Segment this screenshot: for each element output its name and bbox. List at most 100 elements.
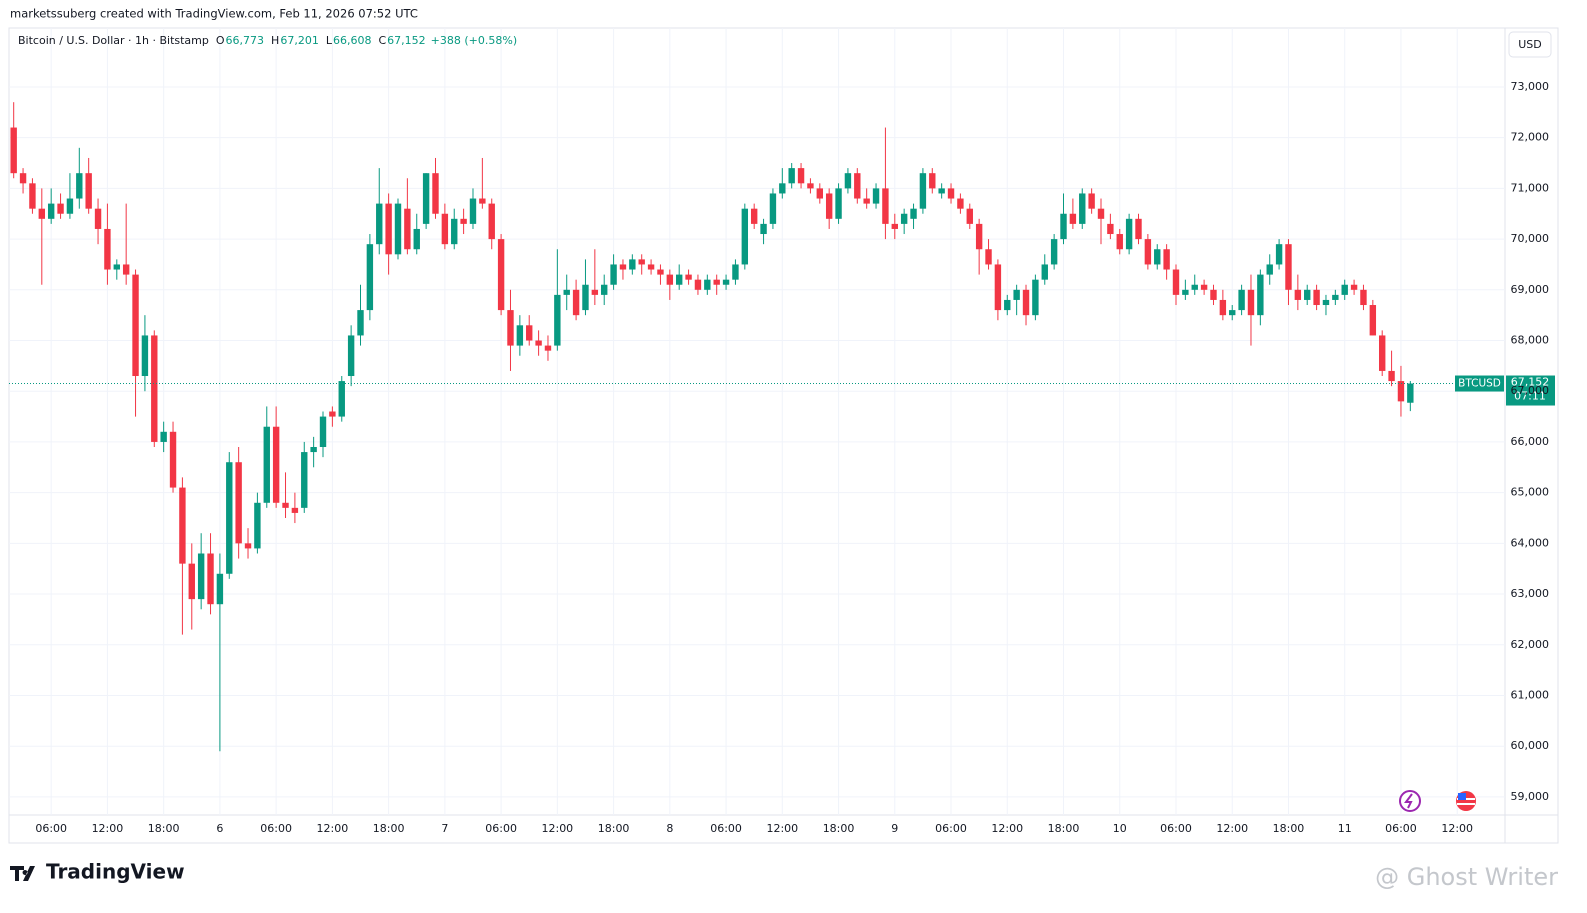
candle-body	[301, 452, 308, 508]
y-tick-label: 60,000	[1511, 739, 1550, 752]
candle-body	[1172, 269, 1180, 295]
candle-body	[919, 173, 927, 209]
ohlc-key: C	[378, 34, 386, 47]
y-tick-label: 65,000	[1511, 486, 1550, 499]
candle-body	[788, 168, 795, 184]
currency[interactable]: USD	[1518, 38, 1542, 51]
y-tick-label: 70,000	[1511, 232, 1550, 245]
candle-body	[244, 543, 252, 549]
candle-body	[722, 279, 730, 285]
candle-body	[807, 183, 814, 189]
candle-body	[104, 228, 111, 270]
y-tick-label: 72,000	[1511, 131, 1550, 144]
x-tick-label: 12:00	[541, 822, 573, 835]
candle-body	[694, 279, 702, 290]
x-tick-label: 18:00	[373, 822, 405, 835]
candle-body	[676, 274, 683, 285]
candle-body	[338, 381, 345, 417]
candle-body	[647, 264, 655, 270]
candle-body	[413, 228, 420, 250]
ohlc-value: 66,773	[226, 34, 265, 47]
ohlc-value: 67,201	[280, 34, 319, 47]
economic-events-icon[interactable]	[1456, 791, 1476, 811]
candle-body	[94, 208, 102, 229]
candle-body	[1013, 289, 1020, 300]
price-label-bg	[1506, 375, 1555, 406]
candle-body	[1041, 264, 1048, 280]
candle-body	[863, 198, 870, 204]
candle-body	[844, 173, 852, 189]
candle-body	[629, 259, 636, 270]
x-tick-label: 11	[1338, 822, 1352, 835]
candle-body	[1229, 310, 1236, 316]
candle-body	[741, 208, 749, 265]
candle-body	[1191, 284, 1198, 290]
candle-body	[47, 203, 55, 219]
candle-body	[835, 188, 842, 219]
candle-body	[1107, 223, 1114, 235]
x-tick-label: 8	[666, 822, 673, 835]
x-tick-label: 18:00	[1048, 822, 1080, 835]
candle-body	[1060, 213, 1067, 240]
symbol-title: Bitcoin / U.S. Dollar · 1h · Bitstamp	[18, 34, 209, 47]
candle-body	[1322, 299, 1330, 306]
candle-body	[966, 208, 973, 224]
candle-body	[1088, 193, 1095, 209]
candle-body	[404, 208, 411, 250]
candle-body	[1257, 274, 1264, 316]
y-tick-label: 69,000	[1511, 283, 1550, 296]
candle-body	[816, 188, 824, 199]
candle-body	[554, 294, 561, 346]
candle-body	[422, 173, 430, 224]
candle-body	[460, 218, 467, 224]
candle-body	[1341, 284, 1348, 295]
candle-body	[1350, 284, 1358, 290]
x-tick-label: 12:00	[1216, 822, 1248, 835]
candle-body	[1219, 299, 1227, 316]
x-tick-label: 06:00	[1160, 822, 1192, 835]
candle-body	[394, 203, 402, 255]
candle-body	[666, 274, 674, 285]
candle-body	[479, 198, 486, 204]
x-tick-label: 06:00	[35, 822, 67, 835]
candle-body	[19, 173, 27, 184]
ohlc-key: L	[326, 34, 333, 47]
x-tick-label: 6	[216, 822, 223, 835]
candle-body	[469, 198, 477, 224]
candle-body	[207, 553, 214, 605]
candle-body	[488, 203, 495, 240]
x-tick-label: 12:00	[991, 822, 1023, 835]
ohlc-value: 67,152	[387, 34, 426, 47]
candle-body	[750, 208, 758, 224]
x-tick-label: 10	[1113, 822, 1127, 835]
y-tick-label: 59,000	[1511, 790, 1550, 803]
candle-body	[657, 269, 664, 275]
candle-body	[854, 173, 861, 199]
candle-body	[385, 203, 392, 255]
ohlc-value: 66,608	[333, 34, 372, 47]
x-tick-label: 06:00	[935, 822, 967, 835]
candle-body	[310, 447, 317, 453]
candle-body	[1116, 234, 1123, 250]
x-tick-label: 18:00	[598, 822, 630, 835]
candle-body	[685, 274, 692, 280]
candle-body	[957, 198, 964, 209]
candle-body	[713, 279, 720, 285]
brand: TradingView	[46, 860, 185, 884]
x-tick-label: 12:00	[92, 822, 124, 835]
candle-body	[563, 289, 570, 295]
y-tick-label: 63,000	[1511, 587, 1550, 600]
candle-body	[535, 340, 542, 346]
candle-body	[66, 198, 74, 214]
x-tick-label: 12:00	[1441, 822, 1473, 835]
x-tick-label: 06:00	[260, 822, 292, 835]
candle-body	[85, 173, 92, 209]
candle-body	[760, 223, 767, 235]
candle-body	[1266, 264, 1273, 275]
currency-button[interactable]	[1508, 31, 1552, 58]
events-icon[interactable]	[1399, 790, 1421, 812]
candle-body	[329, 411, 336, 417]
candle-body	[994, 264, 1002, 311]
candle-body	[1313, 289, 1320, 306]
candle-body	[319, 416, 327, 448]
